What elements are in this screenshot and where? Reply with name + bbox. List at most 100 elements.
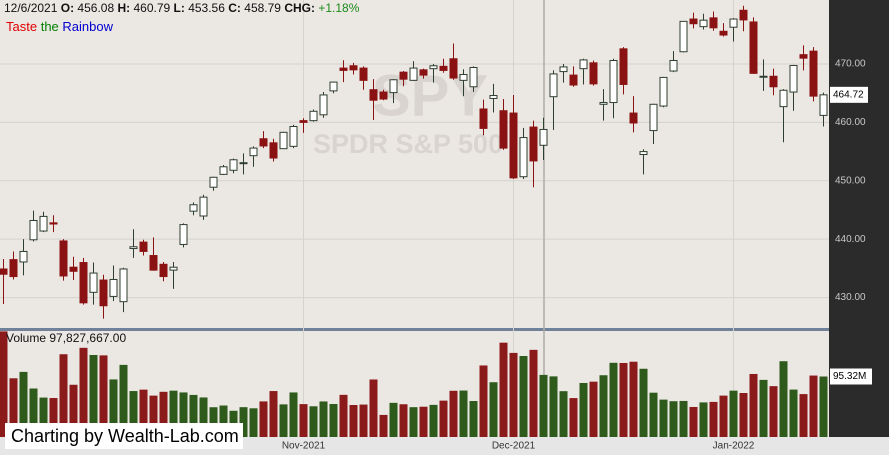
right-axis <box>829 0 889 437</box>
candle-body <box>59 240 68 277</box>
volume-bar <box>449 390 458 437</box>
candle-body <box>799 54 808 59</box>
y-tick-label: 450.00 <box>835 175 866 186</box>
candle-body <box>489 95 498 99</box>
candle-body <box>539 128 548 146</box>
candle-body <box>569 74 578 86</box>
volume-bar <box>669 401 678 437</box>
volume-bar <box>539 374 548 437</box>
marks <box>0 5 828 437</box>
candle-body <box>349 65 358 71</box>
candle-body <box>79 262 88 304</box>
last-volume-label: 95.32M <box>833 371 866 382</box>
candle-body <box>609 59 618 104</box>
volume-bar <box>549 376 558 437</box>
candle-body <box>119 268 128 303</box>
volume-bar <box>629 361 638 437</box>
candle-body <box>369 89 378 101</box>
x-tick-label: Jan-2022 <box>713 441 755 452</box>
candle-body <box>49 222 58 225</box>
volume-bar <box>169 390 178 437</box>
candle-body <box>779 89 788 108</box>
volume-bar <box>129 391 138 437</box>
candle-body <box>739 9 748 21</box>
field-value: 460.79 <box>133 1 171 15</box>
candle-body <box>89 272 98 293</box>
tagline: Taste the Rainbow <box>6 19 113 34</box>
volume-bar <box>309 406 318 437</box>
y-tick-label: 460.00 <box>835 117 866 128</box>
volume-bar <box>419 406 428 437</box>
candle-body <box>669 59 678 72</box>
volume-bar <box>739 393 748 437</box>
candle-body <box>649 103 658 132</box>
candle-body <box>199 196 208 217</box>
volume-bar <box>199 397 208 437</box>
volume-bar <box>69 384 78 437</box>
candle-body <box>229 159 238 171</box>
volume-bar <box>819 376 828 437</box>
candle-body <box>19 250 28 263</box>
volume-bar <box>679 400 688 437</box>
candle-body <box>269 142 278 159</box>
field-label: O: <box>60 1 75 15</box>
candle-body <box>479 108 488 129</box>
volume-bar <box>0 331 8 437</box>
volume-bar <box>79 347 88 437</box>
volume-bar <box>439 400 448 437</box>
candle-body <box>129 246 138 250</box>
crosshair-info: 12/6/2021 O: 456.08 H: 460.79 L: 453.56 … <box>4 1 359 15</box>
volume-bar <box>289 392 298 437</box>
candle-body <box>689 18 698 25</box>
last-volume-box <box>830 368 872 385</box>
candle-body <box>159 263 168 278</box>
candle-body <box>599 102 608 105</box>
volume-bar <box>299 404 308 437</box>
volume-bar <box>219 405 228 437</box>
volume-bar <box>109 379 118 437</box>
candle-body <box>419 69 428 76</box>
candle-body <box>459 74 468 81</box>
candle-body <box>519 137 528 178</box>
field-label: L: <box>173 1 185 15</box>
tagline-word: Taste <box>6 19 38 34</box>
volume-bar <box>459 390 468 437</box>
candle-body <box>529 126 538 162</box>
candle-body <box>579 59 588 70</box>
volume-bar <box>479 365 488 437</box>
y-tick-label: 470.00 <box>835 59 866 70</box>
field-value: 458.79 <box>244 1 281 15</box>
candle-body <box>139 241 148 252</box>
volume-bar <box>759 379 768 437</box>
candle-body <box>239 162 248 165</box>
candle-body <box>99 279 108 307</box>
field-value: +1.18% <box>318 1 360 15</box>
candle-body <box>329 81 338 92</box>
volume-bar <box>809 375 818 437</box>
volume-bar <box>469 401 478 437</box>
volume-value: 97,827,667.00 <box>49 331 127 345</box>
volume-bar <box>209 407 218 437</box>
volume-bar <box>269 391 278 437</box>
x-tick-label: Nov-2021 <box>282 441 326 452</box>
volume-bar <box>159 391 168 437</box>
candle-body <box>499 110 508 149</box>
volume-bar <box>579 382 588 437</box>
field-value: 456.08 <box>77 1 115 15</box>
watermark-symbol: SPY <box>372 63 488 128</box>
volume-bar <box>389 402 398 437</box>
volume-bar <box>709 401 718 437</box>
candle-body <box>629 112 638 124</box>
crosshair-date: 12/6/2021 <box>4 1 58 15</box>
volume-bar <box>369 379 378 437</box>
last-price-box <box>830 86 868 103</box>
volume-bar <box>59 354 68 437</box>
volume-bar <box>799 394 808 437</box>
candle-body <box>289 125 298 147</box>
y-tick-label: 440.00 <box>835 234 866 245</box>
candle-body <box>9 259 18 278</box>
candle-body <box>299 120 308 123</box>
volume-bar <box>149 395 158 437</box>
candle-body <box>409 67 418 81</box>
